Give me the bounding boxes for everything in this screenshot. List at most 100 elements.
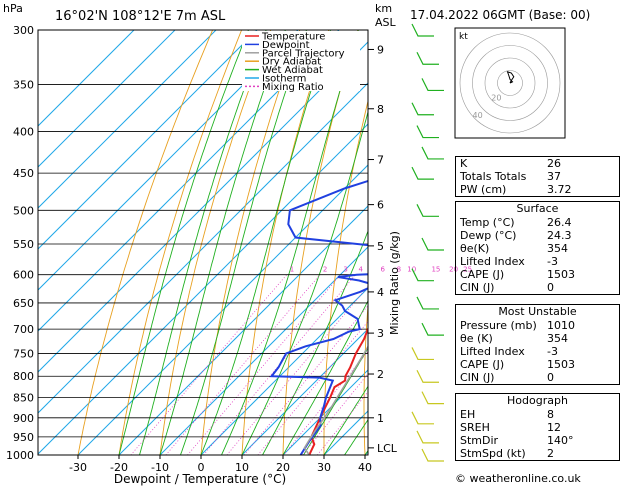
height-tick-label: 7 — [377, 154, 384, 167]
legend-label: Dewpoint — [262, 40, 310, 51]
pressure-unit-label: hPa — [3, 2, 23, 15]
mixing-ratio-label: 15 — [431, 266, 440, 274]
dry-adiabat — [363, 300, 368, 455]
wind-barb — [421, 322, 444, 336]
surface-row: Lifted Index -3 — [460, 255, 558, 268]
isotherm-line — [38, 30, 299, 291]
hodograph-title: Hodograph — [507, 394, 568, 407]
pressure-tick-label: 300 — [13, 24, 34, 37]
background-grid — [38, 30, 368, 455]
hodograph-row: StmDir 140° — [460, 434, 574, 447]
pressure-tick-label: 400 — [13, 126, 34, 139]
wind-barbs — [411, 23, 444, 462]
isotherm-line — [159, 246, 368, 455]
axes: 3003504004505005506006507007508008509009… — [6, 24, 472, 474]
hodograph-row: EH 8 — [460, 408, 554, 421]
unstable-row: CAPE (J) 1503 — [460, 358, 575, 371]
x-tick-label: -30 — [69, 461, 87, 474]
mixing-ratio-label: 25 — [463, 266, 472, 274]
unstable-row: CIN (J) 0 — [460, 371, 554, 384]
hodograph-ring — [459, 32, 561, 134]
pressure-tick-label: 700 — [13, 323, 34, 336]
wind-barb — [411, 347, 434, 361]
legend-label: Parcel Trajectory — [262, 48, 345, 59]
x-axis-title: Dewpoint / Temperature (°C) — [114, 472, 286, 486]
wet-adiabat — [303, 347, 368, 455]
isotherm-line — [38, 123, 368, 455]
pressure-tick-label: 950 — [13, 431, 34, 444]
mixing-ratio-axis-title: Mixing Ratio (g/kg) — [388, 231, 401, 335]
mixing-ratio-label: 1 — [290, 266, 294, 274]
legend-background — [242, 31, 360, 91]
wind-barb — [421, 146, 444, 160]
isotherm-line — [38, 82, 368, 414]
pressure-tick-label: 550 — [13, 238, 34, 251]
location-title: 16°02'N 108°12'E 7m ASL — [55, 9, 226, 24]
pressure-tick-label: 1000 — [6, 449, 34, 462]
mixing-ratio-label: 20 — [449, 266, 458, 274]
x-tick-label: 30 — [317, 461, 331, 474]
pressure-tick-label: 850 — [13, 392, 34, 405]
indices-row: PW (cm) 3.72 — [460, 183, 572, 196]
wind-barb — [416, 125, 439, 139]
x-tick-label: 0 — [198, 461, 205, 474]
wind-barb — [416, 369, 439, 383]
unstable-row: θe (K) 354 — [460, 332, 568, 345]
wind-barb — [416, 296, 439, 310]
wind-barb — [421, 391, 444, 405]
legend-label: Dry Adiabat — [262, 57, 321, 68]
wet-adiabat — [118, 30, 249, 455]
x-tick-label: -10 — [151, 461, 169, 474]
datetime-title: 17.04.2022 06GMT (Base: 00) — [410, 8, 591, 22]
wet-adiabat — [180, 30, 307, 455]
isotherm-line — [200, 287, 368, 455]
parcel-trajectory-line — [303, 345, 368, 455]
mixing-ratio-label: 3 — [343, 266, 347, 274]
hodograph: kt 20 40 — [454, 27, 566, 139]
legend-label: Isotherm — [262, 74, 306, 85]
surface-row: Dewp (°C) 24.3 — [460, 229, 572, 242]
unstable-row: Pressure (mb) 1010 — [460, 319, 575, 332]
hodograph-row: StmSpd (kt) 2 — [460, 447, 554, 460]
mixing-ratio-line — [130, 274, 288, 455]
wind-barb — [421, 78, 444, 92]
x-tick-label: 20 — [276, 461, 290, 474]
mixing-ratio-label: 8 — [397, 266, 401, 274]
surface-row: Temp (°C) 26.4 — [460, 216, 572, 229]
surface-panel: Surface Temp (°C) 26.4 Dewp (°C) 24.3 θe(K… — [455, 201, 620, 295]
indices-row: Totals Totals 37 — [460, 170, 561, 183]
legend-label: Wet Adiabat — [262, 65, 323, 76]
pressure-tick-label: 900 — [13, 412, 34, 425]
dewpoint-line — [269, 179, 368, 455]
wind-barb — [411, 23, 434, 37]
pressure-tick-label: 450 — [13, 167, 34, 180]
credit-footer: © weatheronline.co.uk — [455, 472, 581, 485]
wet-adiabat — [323, 385, 368, 455]
pressure-tick-label: 350 — [13, 78, 34, 91]
mixing-ratio-label: 2 — [323, 266, 327, 274]
surface-row: θe(K) 354 — [460, 242, 568, 255]
hodograph-ring — [472, 45, 548, 121]
isotherm-line — [241, 328, 368, 455]
wet-adiabat — [159, 30, 286, 455]
wind-barb — [416, 204, 439, 217]
isotherm-line — [118, 205, 368, 455]
mixing-ratio-label: 6 — [380, 266, 385, 274]
isotherm-line — [282, 369, 368, 455]
wind-barb — [416, 51, 439, 65]
isotherm-line — [38, 30, 258, 250]
x-tick-label: 40 — [358, 461, 372, 474]
height-tick-label: 6 — [377, 199, 384, 212]
height-tick-label: 8 — [377, 103, 384, 116]
hodograph-ring — [484, 57, 536, 109]
surface-row: CIN (J) 0 — [460, 281, 554, 294]
isotherm-line — [38, 30, 176, 168]
height-tick-label: 4 — [377, 286, 384, 299]
hodograph-ring-label: 40 — [473, 111, 483, 120]
wind-barb — [416, 430, 439, 444]
height-tick-label: 9 — [377, 43, 384, 56]
x-tick-label: -20 — [110, 461, 128, 474]
unstable-row: Lifted Index -3 — [460, 345, 558, 358]
hodograph-ring-label: 20 — [491, 94, 501, 103]
